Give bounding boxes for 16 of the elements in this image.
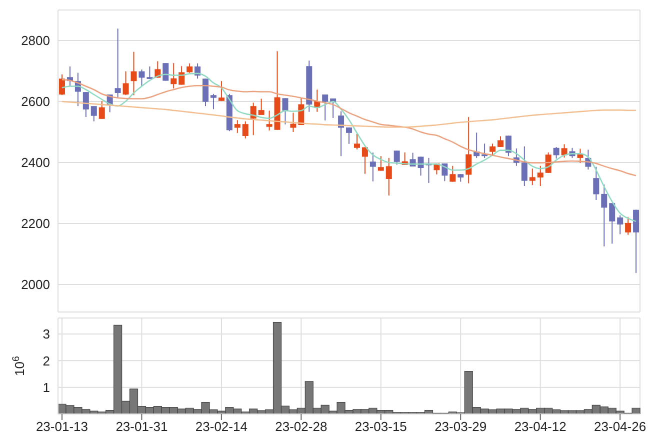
y-tick-label: 2400 xyxy=(21,155,50,170)
x-tick-label: 23-02-14 xyxy=(195,419,248,434)
y-tick-label: 3 xyxy=(42,326,50,342)
y-tick-label: 2600 xyxy=(21,94,50,110)
x-tick-label: 23-01-13 xyxy=(36,419,88,434)
x-tick-label: 23-04-26 xyxy=(594,419,646,434)
x-tick-label: 23-01-31 xyxy=(116,419,168,434)
y-tick-label: 1 xyxy=(42,380,50,395)
x-tick-label: 23-04-12 xyxy=(514,419,566,434)
x-tick-label: 23-02-28 xyxy=(275,419,328,434)
x-tick-label: 23-03-29 xyxy=(434,419,487,434)
y-tick-label: 2200 xyxy=(21,216,50,232)
y-tick-label: 2000 xyxy=(21,277,50,292)
y-tick-label: 2800 xyxy=(21,33,50,48)
x-tick-label: 23-03-15 xyxy=(354,419,407,434)
y-tick-label: 2 xyxy=(42,353,50,368)
